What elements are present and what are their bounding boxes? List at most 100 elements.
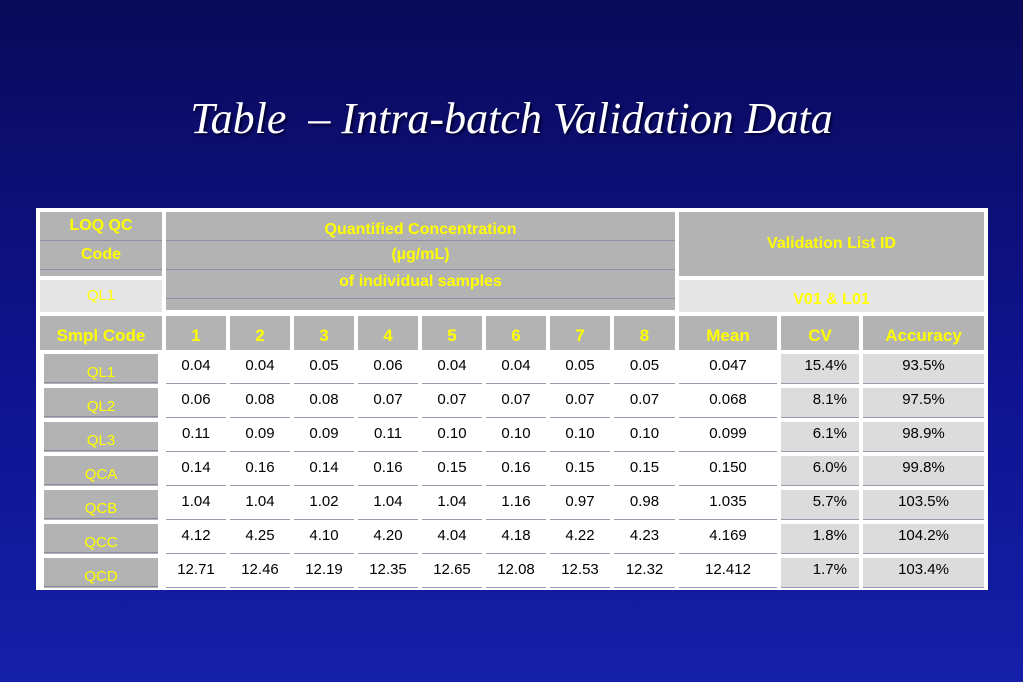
table-cell: 4.20 [358, 524, 418, 554]
table-cell: 4.10 [294, 524, 354, 554]
table-cell: 12.71 [166, 558, 226, 588]
validation-list-header: Validation List ID [679, 212, 984, 276]
table-cell: 0.15 [614, 456, 675, 486]
table-cell: 0.07 [422, 388, 482, 418]
table-cell: 12.19 [294, 558, 354, 588]
row-code-ql2: QL2 [44, 388, 158, 418]
table-cell: 98.9% [863, 422, 984, 452]
column-header-5: 5 [422, 316, 482, 350]
table-cell: 0.07 [358, 388, 418, 418]
row-code-underline [44, 586, 158, 587]
table-cell: 0.08 [230, 388, 290, 418]
table-cell: 0.07 [614, 388, 675, 418]
row-code-underline [44, 552, 158, 553]
quant-label-line2: (µg/mL) [166, 241, 675, 270]
table-cell: 0.099 [679, 422, 777, 452]
table-cell: 0.05 [294, 354, 354, 384]
row-code-qcb: QCB [44, 490, 158, 520]
loq-qc-value: QL1 [40, 280, 162, 312]
table-cell: 0.07 [486, 388, 546, 418]
row-code-underline [44, 416, 158, 417]
quant-label-line3: of individual samples [166, 270, 675, 299]
table-cell: 103.4% [863, 558, 984, 588]
table-cell: 0.16 [230, 456, 290, 486]
column-header-3: 3 [294, 316, 354, 350]
table-cell: 0.11 [358, 422, 418, 452]
page-title: Table – Intra-batch Validation Data [190, 94, 833, 143]
row-code-underline [44, 450, 158, 451]
table-cell: 4.18 [486, 524, 546, 554]
table-cell: 15.4% [781, 354, 859, 384]
table-cell: 0.07 [550, 388, 610, 418]
table-cell: 4.169 [679, 524, 777, 554]
table-cell: 4.04 [422, 524, 482, 554]
table-cell: 1.035 [679, 490, 777, 520]
table-cell: 12.53 [550, 558, 610, 588]
table-cell: 0.04 [166, 354, 226, 384]
table-cell: 1.04 [166, 490, 226, 520]
table-cell: 0.068 [679, 388, 777, 418]
quant-label-line1: Quantified Concentration [166, 212, 675, 241]
row-code-qcd: QCD [44, 558, 158, 588]
table-cell: 0.04 [486, 354, 546, 384]
table-cell: 0.05 [614, 354, 675, 384]
column-header-0: Smpl Code [40, 316, 162, 350]
table-cell: 12.65 [422, 558, 482, 588]
column-header-11: Accuracy [863, 316, 984, 350]
table-cell: 0.09 [230, 422, 290, 452]
validation-list-value: V01 & L01 [679, 280, 984, 312]
table-cell: 0.06 [166, 388, 226, 418]
table-cell: 0.98 [614, 490, 675, 520]
table-cell: 12.412 [679, 558, 777, 588]
table-cell: 0.97 [550, 490, 610, 520]
column-header-6: 6 [486, 316, 546, 350]
table-cell: 1.8% [781, 524, 859, 554]
row-code-underline [44, 518, 158, 519]
row-code-underline [44, 382, 158, 383]
table-cell: 99.8% [863, 456, 984, 486]
column-header-4: 4 [358, 316, 418, 350]
validation-list-label: Validation List ID [767, 235, 896, 252]
table-cell: 0.14 [294, 456, 354, 486]
validation-table: LOQ QC Code QL1 Quantified Concentration… [36, 208, 988, 590]
table-cell: 97.5% [863, 388, 984, 418]
loq-qc-label-line2: Code [40, 241, 162, 270]
table-cell: 0.06 [358, 354, 418, 384]
table-cell: 0.05 [550, 354, 610, 384]
table-cell: 0.15 [550, 456, 610, 486]
table-cell: 12.08 [486, 558, 546, 588]
table-cell: 12.46 [230, 558, 290, 588]
column-header-9: Mean [679, 316, 777, 350]
row-code-ql1: QL1 [44, 354, 158, 384]
row-code-qca: QCA [44, 456, 158, 486]
table-cell: 1.7% [781, 558, 859, 588]
quantified-concentration-header: Quantified Concentration (µg/mL) of indi… [166, 212, 675, 310]
table-cell: 103.5% [863, 490, 984, 520]
table-cell: 0.150 [679, 456, 777, 486]
row-code-qcc: QCC [44, 524, 158, 554]
table-cell: 1.16 [486, 490, 546, 520]
row-code-underline [44, 484, 158, 485]
column-header-1: 1 [166, 316, 226, 350]
table-cell: 1.02 [294, 490, 354, 520]
table-cell: 0.10 [550, 422, 610, 452]
table-cell: 12.35 [358, 558, 418, 588]
table-cell: 1.04 [230, 490, 290, 520]
table-cell: 0.16 [486, 456, 546, 486]
table-cell: 104.2% [863, 524, 984, 554]
table-cell: 0.11 [166, 422, 226, 452]
table-cell: 93.5% [863, 354, 984, 384]
table-cell: 0.047 [679, 354, 777, 384]
table-cell: 5.7% [781, 490, 859, 520]
table-cell: 0.08 [294, 388, 354, 418]
table-cell: 4.23 [614, 524, 675, 554]
table-cell: 0.09 [294, 422, 354, 452]
table-cell: 4.25 [230, 524, 290, 554]
table-cell: 0.16 [358, 456, 418, 486]
column-header-2: 2 [230, 316, 290, 350]
table-cell: 6.0% [781, 456, 859, 486]
table-cell: 0.04 [230, 354, 290, 384]
loq-qc-header: LOQ QC Code [40, 212, 162, 276]
column-header-10: CV [781, 316, 859, 350]
table-cell: 4.12 [166, 524, 226, 554]
